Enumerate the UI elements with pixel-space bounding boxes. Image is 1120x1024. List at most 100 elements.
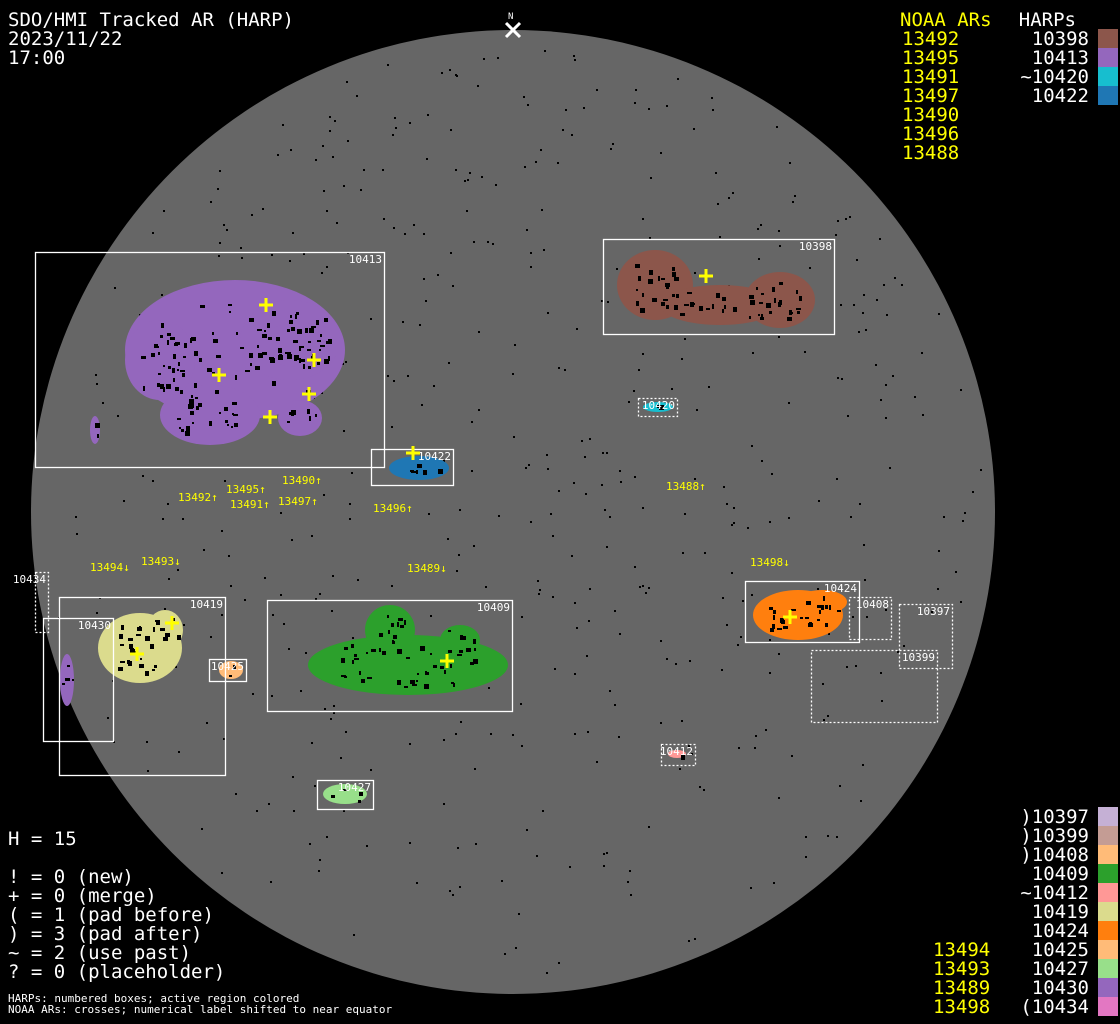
speck: [573, 55, 575, 57]
sunspot: [724, 305, 726, 309]
speck: [331, 610, 333, 612]
speck: [437, 274, 439, 276]
speck: [430, 615, 432, 617]
harp-box-10427[interactable]: [316, 779, 375, 811]
speck: [883, 284, 885, 286]
harp-box-10424[interactable]: [744, 580, 861, 644]
harp-box-10408[interactable]: [848, 596, 893, 641]
speck: [696, 409, 698, 411]
harp-box-10412[interactable]: [660, 743, 697, 767]
speck: [536, 855, 538, 857]
speck: [329, 116, 331, 118]
speck: [319, 593, 321, 595]
speck: [471, 421, 473, 423]
speck: [642, 218, 644, 220]
speck: [717, 203, 719, 205]
sunspot: [733, 307, 737, 312]
harp-box-10413[interactable]: [34, 251, 386, 469]
sunspot: [749, 316, 751, 319]
harp-box-10430[interactable]: [42, 617, 115, 743]
sunspot: [420, 646, 425, 651]
sunspot: [635, 264, 640, 268]
sunspot: [430, 653, 432, 655]
harp-box-10398[interactable]: [602, 238, 836, 336]
sunspot: [772, 287, 775, 292]
speck: [291, 539, 293, 541]
harp-box-10409[interactable]: [266, 599, 514, 713]
noaa-cross-icon: [212, 368, 226, 382]
speck: [708, 386, 710, 388]
sunspot: [300, 359, 305, 362]
sunspot: [272, 381, 276, 386]
noaa-crosses: [130, 269, 797, 668]
harp-color-swatch: [1098, 48, 1118, 67]
sunspot: [397, 680, 401, 685]
speck: [421, 404, 423, 406]
speck: [326, 266, 328, 268]
sunspot: [285, 352, 288, 354]
sunspot: [666, 305, 669, 309]
sunspot: [267, 323, 270, 328]
speck: [628, 401, 630, 403]
sunspot: [233, 665, 236, 670]
speck: [292, 776, 294, 778]
sunspot: [165, 633, 170, 637]
harp-box-10434[interactable]: [34, 571, 50, 634]
speck: [391, 585, 393, 587]
noaa-cross-icon: [440, 654, 454, 668]
speck: [880, 672, 882, 674]
speck: [571, 555, 573, 557]
harp-box-10425[interactable]: [208, 658, 248, 683]
sunspot: [805, 617, 809, 619]
speck: [845, 218, 847, 220]
speck: [574, 733, 576, 735]
speck: [487, 241, 489, 243]
noaa-legend-item: 13495: [902, 47, 960, 69]
speck: [922, 414, 924, 416]
harp-legend-item: 10422: [1031, 85, 1089, 107]
speck: [210, 201, 212, 203]
sunspot: [684, 304, 689, 306]
speck: [163, 210, 165, 212]
harp-box-10419[interactable]: [58, 596, 227, 777]
sunspot: [195, 397, 198, 399]
speck: [498, 515, 500, 517]
speck: [606, 452, 608, 454]
speck: [346, 81, 348, 83]
sunspot: [177, 369, 179, 371]
sunspot: [404, 620, 406, 625]
speck: [715, 172, 717, 174]
harp-box-10420[interactable]: [637, 397, 679, 418]
sunspot: [466, 648, 471, 652]
harp-color-swatch: [1098, 883, 1118, 902]
sunspot: [324, 359, 329, 364]
sunspot: [240, 347, 244, 349]
sunspot: [773, 610, 776, 614]
noaa-legend-item: 13496: [902, 123, 960, 145]
sunspot: [315, 414, 317, 417]
sunspot: [178, 362, 180, 366]
speck: [822, 683, 824, 685]
harp-box-10397[interactable]: [898, 603, 954, 670]
speck: [757, 228, 759, 230]
speck: [699, 786, 701, 788]
speck: [565, 109, 567, 111]
noaa-label: 13494↓: [90, 561, 130, 574]
sunspot: [817, 605, 822, 608]
speck: [490, 733, 492, 735]
sunspot: [825, 605, 828, 609]
speck: [609, 516, 611, 518]
speck: [458, 554, 460, 556]
harp-box-10399[interactable]: [810, 649, 939, 724]
speck: [419, 324, 421, 326]
speck: [581, 440, 583, 442]
speck: [343, 185, 345, 187]
speck: [270, 881, 272, 883]
speck: [473, 241, 475, 243]
sunspot: [95, 423, 100, 428]
speck: [633, 390, 635, 392]
speck: [903, 645, 905, 647]
sunspot: [188, 404, 193, 409]
harp-legend-item: ~10412: [1020, 882, 1089, 904]
speck: [478, 331, 480, 333]
